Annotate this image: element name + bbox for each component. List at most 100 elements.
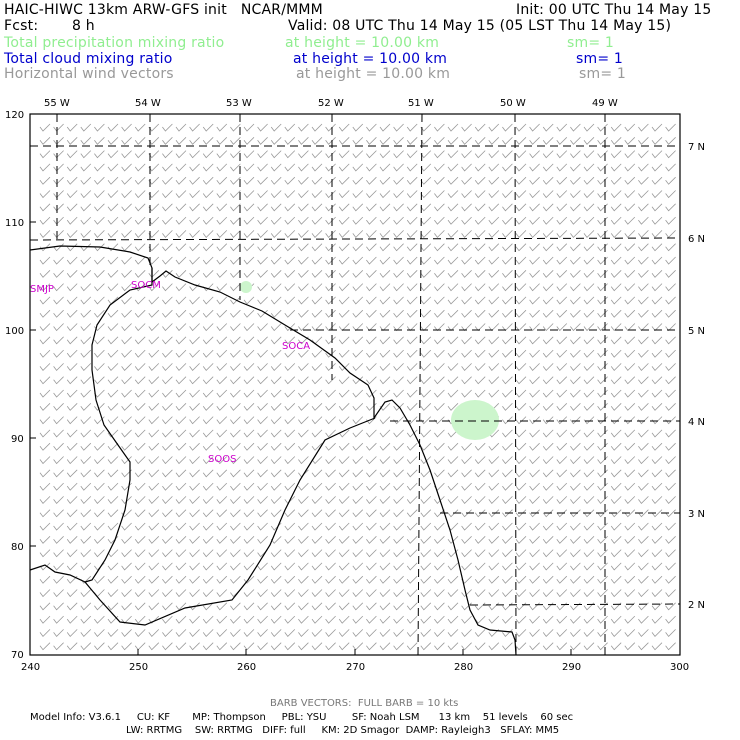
wind-barb [502,296,513,305]
wind-barb [162,496,173,505]
wind-barb [175,575,187,584]
wind-barb [338,203,350,212]
wind-barb [542,403,554,411]
wind-barb [651,562,663,571]
wind-barb [515,442,527,451]
wind-barb [243,575,255,584]
wind-barb [202,482,214,491]
wind-barb [162,323,173,332]
wind-barb [447,403,459,411]
wind-barb [270,642,282,651]
wind-barb [53,522,64,531]
wind-barb [352,629,364,638]
wind-barb [638,270,649,278]
wind-barb [284,389,296,398]
wind-barb [148,416,160,425]
wind-barb [529,602,540,611]
wind-barb [366,283,377,292]
wind-barb [325,562,336,571]
wind-barb [66,216,78,225]
wind-barb [94,363,105,372]
wind-barb [379,376,391,385]
wind-barb [379,363,391,372]
wind-barb [162,123,173,132]
wind-barb [542,496,554,505]
wind-barb [474,163,486,172]
wind-barb [366,642,377,651]
wind-barb [434,589,445,598]
wind-barb [610,230,622,239]
wind-barb [175,389,187,398]
wind-barb [202,150,214,159]
wind-barb [529,376,540,385]
wind-barb [651,243,663,252]
wind-barb [243,509,255,518]
wind-barb [216,243,228,252]
wind-barb [529,190,540,199]
wind-barb [556,163,568,172]
wind-barb [94,309,105,318]
wind-barb [325,469,336,478]
wind-barb [175,456,187,465]
wind-barb [488,243,500,252]
wind-barb [243,629,255,638]
wind-barb [556,137,568,145]
wind-barb [461,549,472,558]
wind-barb [148,536,160,544]
wind-barb [134,283,146,292]
wind-barb [94,216,105,225]
wind-barb [107,589,119,598]
wind-barb [542,642,554,651]
wind-barb [202,137,214,145]
wind-barb [162,150,173,159]
field-height-wind: at height = 10.00 km [296,66,451,82]
wind-barb [352,429,364,438]
wind-barb [379,575,391,584]
wind-barb [134,403,146,411]
wind-barb [325,482,336,491]
wind-barb [406,216,418,225]
wind-barb [189,482,200,491]
wind-barb [515,283,527,292]
wind-barb [406,230,418,239]
wind-barb [352,270,364,278]
wind-barb [80,150,92,159]
wind-barb [107,429,119,438]
wind-barb [583,602,595,611]
wind-barb [270,629,282,638]
wind-barb [474,456,486,465]
wind-barb [284,163,296,172]
wind-barb [406,176,418,185]
wind-barb [651,416,663,425]
wind-barb [597,496,608,505]
wind-barb [542,509,554,518]
wind-barb [257,323,268,332]
wind-barb [488,137,500,145]
wind-barb [420,602,432,611]
wind-barb [311,389,323,398]
wind-barb [121,296,132,305]
wind-barb [284,296,296,305]
wind-barb [515,190,527,199]
wind-barb [284,509,296,518]
wind-barb [488,376,500,385]
wind-barb [638,323,649,332]
field-name-cloud: Total cloud mixing ratio [4,51,173,67]
wind-barb [107,389,119,398]
wind-barb [230,496,241,505]
wind-barb [39,163,51,172]
wind-barb [556,323,568,332]
wind-barb [366,270,377,278]
wind-barb [393,642,404,651]
wind-barb [121,589,132,598]
wind-barb [379,602,391,611]
wind-barb [257,203,268,212]
wind-barb [189,509,200,518]
wind-barb [257,429,268,438]
wind-barb [202,336,214,345]
wind-barb [420,256,432,265]
wind-barb [162,296,173,305]
wind-barb [624,496,636,505]
wind-barb [39,562,51,571]
wind-barb [406,349,418,358]
